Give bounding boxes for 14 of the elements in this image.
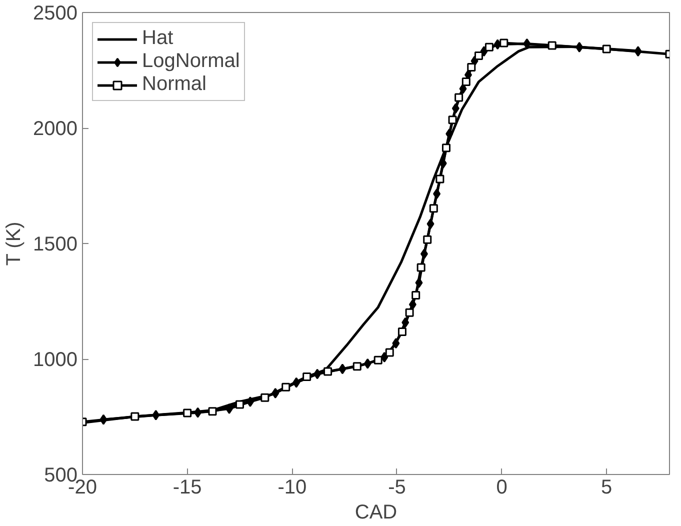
x-tick-label: -10 (278, 476, 307, 498)
y-axis-title: T (K) (3, 222, 26, 266)
y-tick-label: 1500 (33, 234, 78, 256)
legend-label: Normal (142, 73, 206, 96)
legend-label: Hat (142, 27, 174, 50)
x-axis-title: CAD (354, 502, 398, 524)
y-tick-label: 2000 (33, 118, 78, 140)
x-tick-label: -15 (172, 476, 202, 498)
legend-label: LogNormal (142, 50, 240, 73)
y-tick-label: 1000 (33, 349, 78, 371)
x-tick-label: 0 (496, 476, 508, 498)
x-tick-label: 5 (601, 476, 612, 498)
y-tick-label: 2500 (33, 2, 78, 24)
x-tick-label: -5 (388, 476, 406, 498)
